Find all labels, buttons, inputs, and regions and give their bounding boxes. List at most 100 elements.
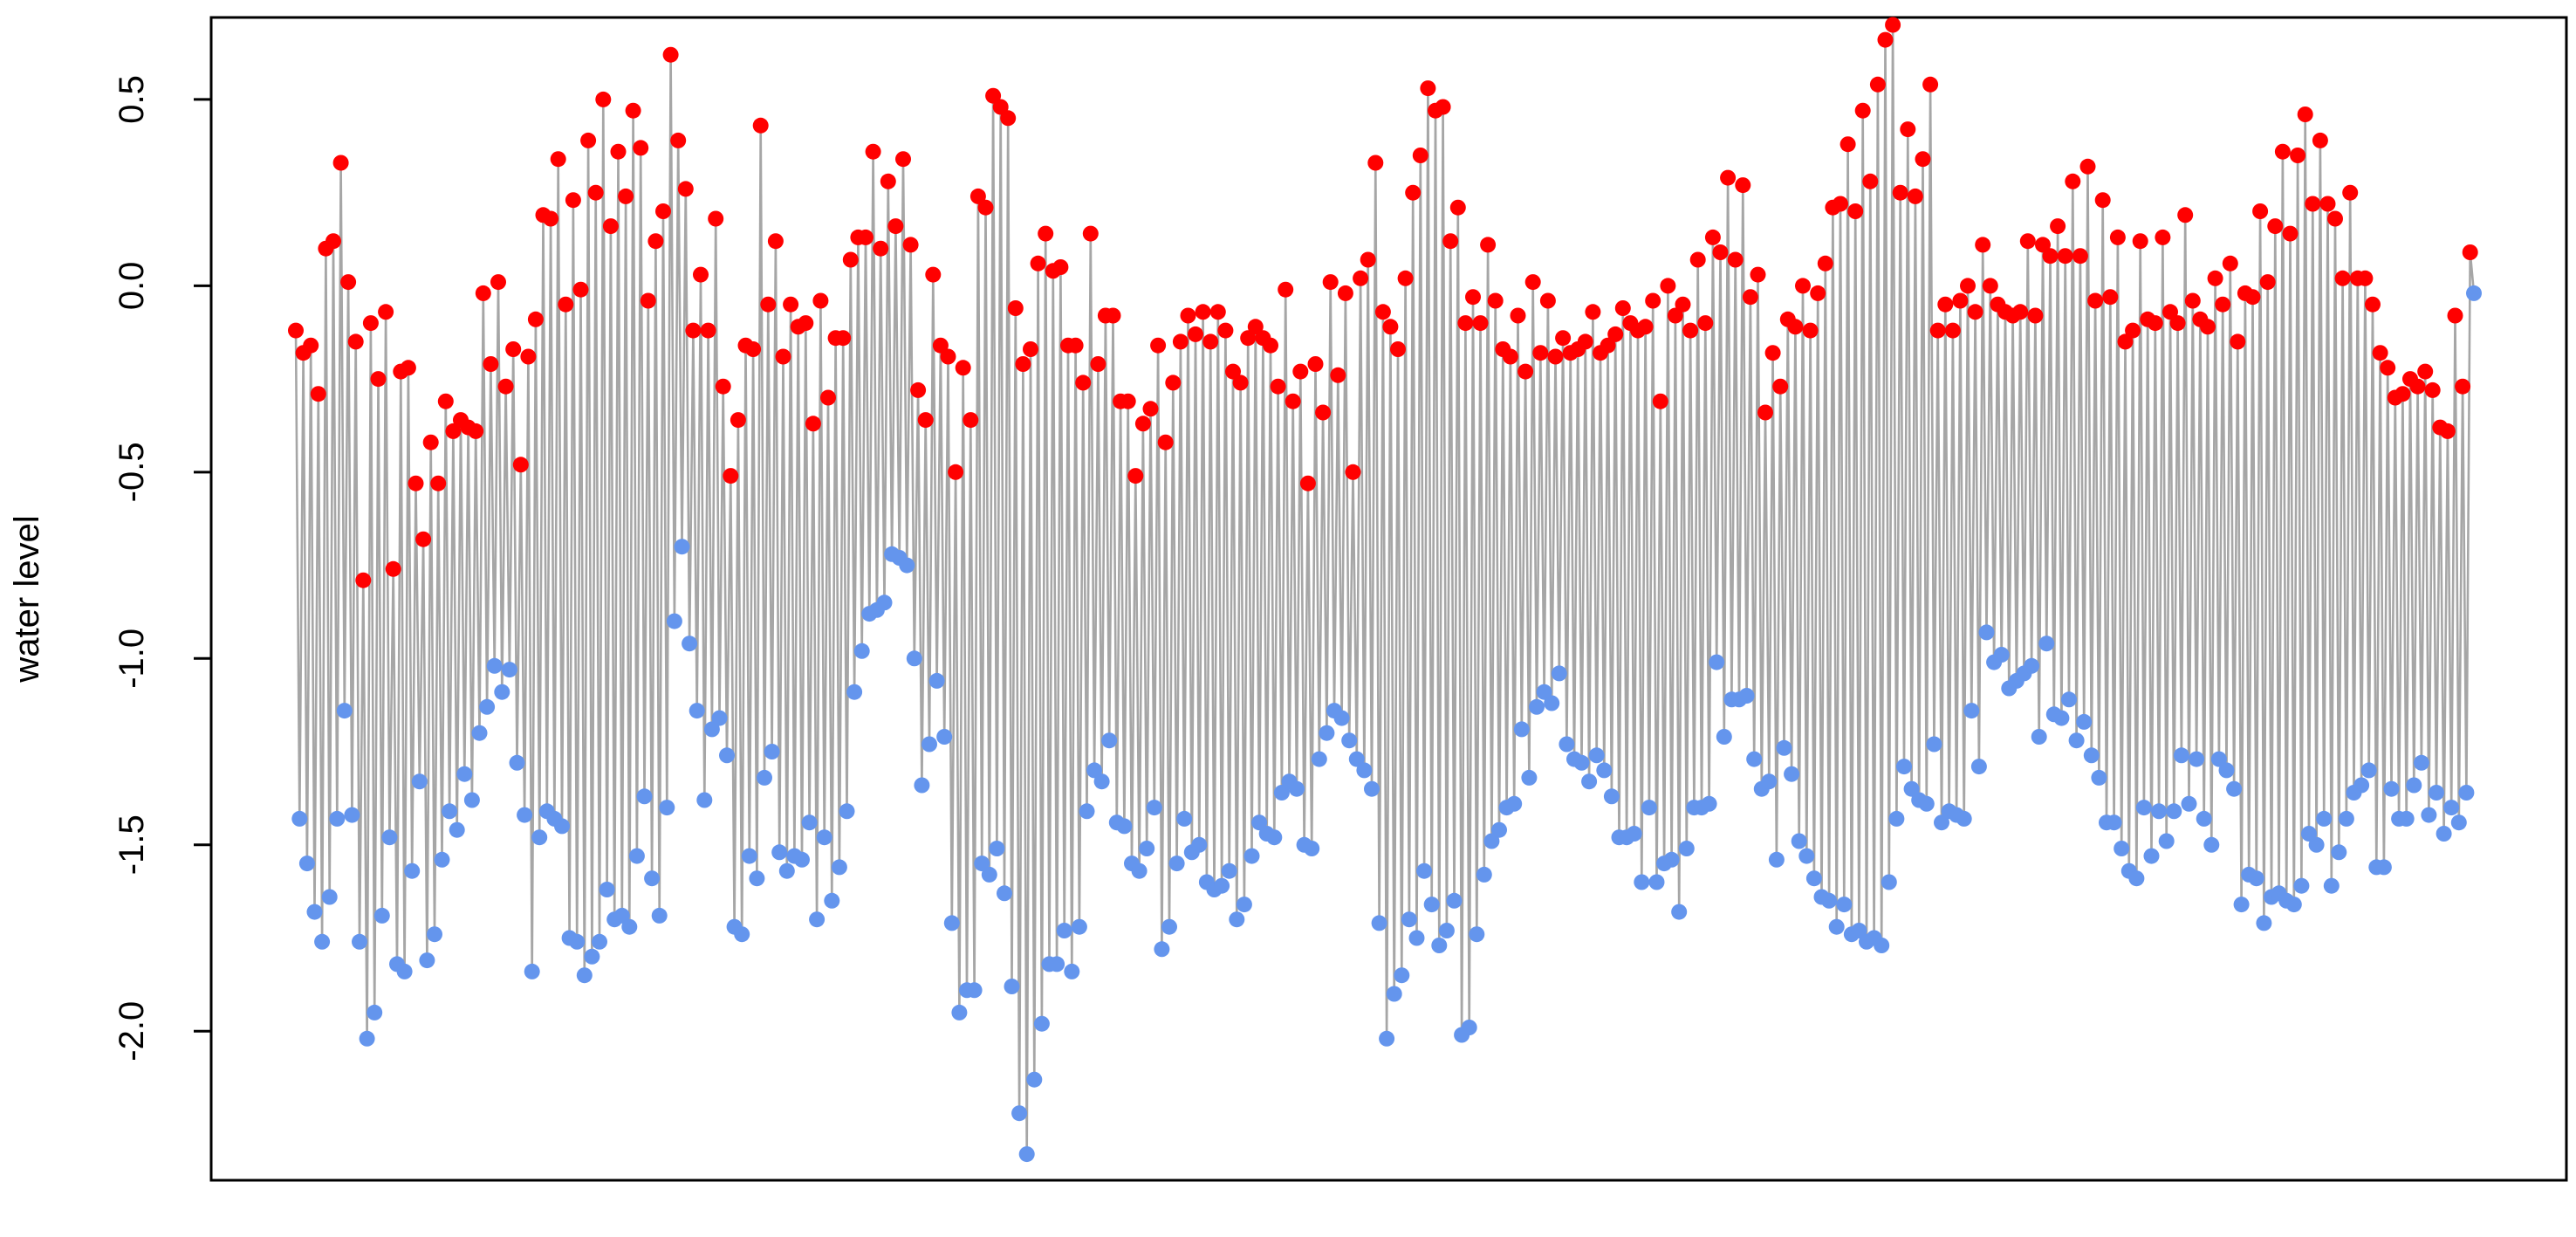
high-water-point xyxy=(2274,143,2291,160)
low-water-point xyxy=(757,769,772,786)
high-water-point xyxy=(580,132,597,148)
low-water-point xyxy=(764,744,780,759)
high-water-point xyxy=(1982,278,1998,294)
high-water-point xyxy=(1652,393,1668,409)
high-water-point xyxy=(2409,378,2426,395)
high-water-point xyxy=(1840,136,1856,153)
high-water-point xyxy=(1007,300,1024,316)
low-water-point xyxy=(344,807,360,823)
high-water-point xyxy=(1180,307,1196,324)
high-water-point xyxy=(1547,348,1564,365)
high-water-point xyxy=(985,87,1002,104)
high-water-point xyxy=(932,337,949,354)
high-water-point xyxy=(1847,203,1864,219)
low-water-point xyxy=(1086,762,1103,779)
high-water-point xyxy=(415,531,432,547)
low-water-point xyxy=(1071,918,1087,935)
high-water-point xyxy=(310,386,326,402)
low-water-point xyxy=(674,539,690,555)
low-water-point xyxy=(2293,877,2310,894)
low-water-point xyxy=(517,807,533,823)
high-water-point xyxy=(1892,184,1908,201)
high-water-point xyxy=(2162,304,2178,320)
high-water-point xyxy=(1263,337,1278,354)
low-water-point xyxy=(1881,874,1897,890)
low-water-point xyxy=(928,672,945,689)
high-water-point xyxy=(805,416,821,432)
data-points xyxy=(288,17,2482,1163)
low-water-point xyxy=(336,703,353,719)
low-water-point xyxy=(1529,698,1545,715)
low-water-point xyxy=(1093,773,1110,790)
high-water-point xyxy=(1862,173,1879,189)
high-water-point xyxy=(1120,393,1136,409)
high-water-point xyxy=(2417,363,2434,380)
high-water-point xyxy=(347,333,364,350)
high-water-point xyxy=(2109,229,2126,245)
y-tick-label: -1.5 xyxy=(113,814,151,875)
low-water-point xyxy=(1993,647,2010,663)
high-water-point xyxy=(2282,225,2299,242)
high-water-point xyxy=(752,117,769,134)
high-water-point xyxy=(1038,225,1054,242)
low-water-point xyxy=(1056,923,1072,938)
high-water-point xyxy=(2147,315,2163,332)
high-water-point xyxy=(969,188,986,204)
low-water-point xyxy=(1596,762,1613,779)
low-water-point xyxy=(2248,870,2264,887)
low-water-point xyxy=(1934,814,1949,831)
low-water-point xyxy=(329,810,346,827)
high-water-point xyxy=(2222,255,2238,271)
low-water-point xyxy=(1423,897,1440,913)
low-water-point xyxy=(1821,892,1838,909)
low-water-point xyxy=(1918,795,1935,812)
low-water-point xyxy=(2338,810,2354,827)
low-water-point xyxy=(2024,657,2040,674)
high-water-point xyxy=(2447,307,2463,324)
low-water-point xyxy=(951,1004,968,1021)
high-water-point xyxy=(483,356,499,372)
high-water-point xyxy=(1675,296,1691,313)
low-water-point xyxy=(396,963,413,979)
low-water-point xyxy=(1626,826,1642,842)
low-water-point xyxy=(1716,729,1732,745)
high-water-point xyxy=(745,341,762,357)
low-water-point xyxy=(2316,810,2333,827)
low-water-point xyxy=(2301,826,2317,842)
high-water-point xyxy=(2244,289,2261,306)
high-water-point xyxy=(595,91,612,107)
low-water-point xyxy=(298,856,315,872)
high-water-point xyxy=(468,423,484,439)
low-water-point xyxy=(291,810,308,827)
low-water-point xyxy=(628,848,645,864)
high-water-point xyxy=(1510,307,1526,324)
high-water-point xyxy=(1555,330,1572,347)
high-water-point xyxy=(693,266,709,283)
high-water-point xyxy=(655,203,671,219)
low-water-point xyxy=(411,773,428,790)
low-water-point xyxy=(419,952,435,969)
low-water-point xyxy=(1243,848,1260,864)
high-water-point xyxy=(955,360,971,376)
high-water-point xyxy=(1442,233,1459,250)
high-water-point xyxy=(1127,468,1144,484)
low-water-point xyxy=(1011,1105,1028,1122)
high-water-point xyxy=(1518,363,1534,380)
low-water-point xyxy=(1784,766,1800,782)
high-water-point xyxy=(1449,199,1466,216)
low-water-point xyxy=(1386,986,1402,1002)
low-water-point xyxy=(2114,841,2130,856)
low-water-point xyxy=(1116,818,1133,835)
low-water-point xyxy=(1168,856,1185,872)
high-water-point xyxy=(2462,244,2478,260)
low-water-point xyxy=(373,907,390,924)
high-water-point xyxy=(1435,99,1451,115)
low-water-point xyxy=(442,803,458,820)
high-water-point xyxy=(1360,251,1376,268)
high-water-point xyxy=(2365,296,2381,313)
high-water-point xyxy=(1960,278,1976,294)
high-water-point xyxy=(812,292,829,309)
low-water-point xyxy=(2143,848,2160,864)
high-water-point xyxy=(2259,274,2276,291)
low-water-point xyxy=(846,684,863,700)
